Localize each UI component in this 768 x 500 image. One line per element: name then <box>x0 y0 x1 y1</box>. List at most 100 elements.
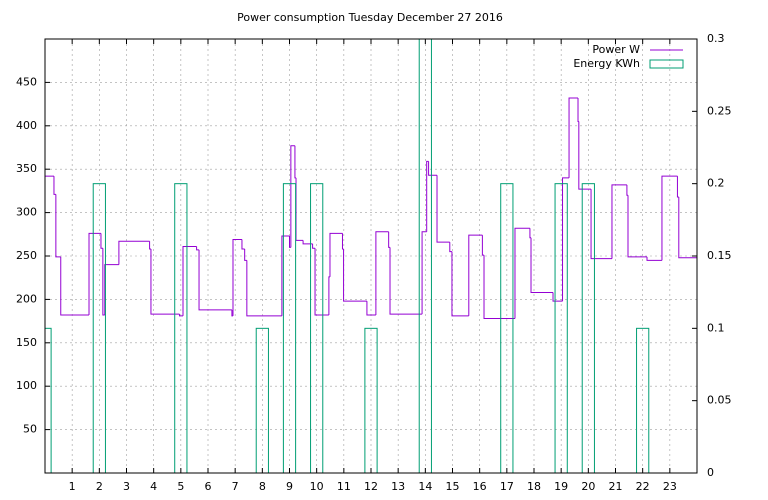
energy-box <box>174 183 188 473</box>
y-tick-label: 400 <box>16 119 37 132</box>
power-step <box>312 243 316 249</box>
power-step <box>104 264 119 316</box>
power-step <box>426 160 429 232</box>
energy-box <box>581 183 595 473</box>
power-step <box>294 145 297 179</box>
power-step <box>626 184 628 196</box>
grid <box>45 39 697 473</box>
x-tick-label: 8 <box>259 480 266 493</box>
y2-tick-label: 0.15 <box>707 249 732 262</box>
y-tick-label: 250 <box>16 249 37 262</box>
power-step <box>302 240 313 245</box>
power-step <box>55 194 61 258</box>
power-step <box>678 196 697 259</box>
x-tick-label: 20 <box>581 480 595 493</box>
power-step <box>118 240 150 265</box>
y-tick-label: 200 <box>16 292 37 305</box>
plot-area <box>45 39 697 473</box>
chart-title: Power consumption Tuesday December 27 20… <box>237 11 503 24</box>
power-step <box>611 184 627 259</box>
y2-tick-label: 0.05 <box>707 394 732 407</box>
power-step <box>388 231 391 248</box>
power-step <box>468 234 483 316</box>
power-step <box>481 235 485 256</box>
power-step <box>149 241 151 250</box>
power-step <box>241 239 245 250</box>
x-tick-label: 3 <box>123 480 130 493</box>
power-step <box>568 97 579 178</box>
power-step <box>198 249 232 311</box>
energy-box <box>636 327 650 473</box>
energy-box <box>500 183 514 473</box>
power-step <box>530 237 554 293</box>
power-step <box>449 242 452 253</box>
power-step <box>646 256 662 261</box>
power-step <box>244 249 247 261</box>
power-step <box>529 228 532 239</box>
x-tick-label: 19 <box>554 480 568 493</box>
power-step <box>314 248 329 316</box>
power-step <box>375 231 389 316</box>
x-tick-label: 4 <box>150 480 157 493</box>
x-tick-label: 2 <box>96 480 103 493</box>
power-step <box>428 161 438 176</box>
x-tick-label: 21 <box>609 480 623 493</box>
legend-swatch <box>649 59 684 69</box>
power-step <box>328 276 330 316</box>
power-step <box>436 175 450 243</box>
power-step <box>421 231 427 315</box>
energy-box <box>310 183 324 473</box>
power-step <box>182 245 197 316</box>
x-tick-label: 13 <box>391 480 405 493</box>
y2-tick-label: 0 <box>707 466 714 479</box>
power-step <box>552 292 563 302</box>
power-step <box>53 176 56 195</box>
y-tick-label: 450 <box>16 75 37 88</box>
power-step <box>514 227 530 319</box>
power-step <box>676 176 679 198</box>
power-step <box>178 314 184 317</box>
x-tick-label: 6 <box>205 480 212 493</box>
legend-label: Power W <box>592 43 640 56</box>
y-tick-label: 300 <box>16 206 37 219</box>
x-tick-label: 7 <box>232 480 239 493</box>
x-tick-label: 17 <box>500 480 514 493</box>
power-step <box>366 301 376 316</box>
power-step <box>627 195 648 258</box>
power-step <box>295 177 304 241</box>
x-tick-label: 5 <box>177 480 184 493</box>
x-tick-label: 11 <box>337 480 351 493</box>
x-tick-label: 14 <box>418 480 432 493</box>
power-step <box>341 233 344 250</box>
x-tick-label: 15 <box>446 480 460 493</box>
power-step <box>451 251 469 317</box>
x-tick-label: 1 <box>69 480 76 493</box>
y-tick-label: 100 <box>16 379 37 392</box>
x-tick-label: 9 <box>286 480 293 493</box>
x-tick-label: 23 <box>663 480 677 493</box>
x-tick-label: 16 <box>473 480 487 493</box>
y-tick-label: 150 <box>16 336 37 349</box>
power-step <box>246 260 282 317</box>
energy-box <box>282 183 297 473</box>
power-step <box>60 256 90 316</box>
power-step <box>661 175 678 261</box>
power-step <box>578 121 592 190</box>
power-step <box>102 248 105 316</box>
power-step <box>343 249 367 302</box>
energy-box <box>364 327 378 473</box>
x-tick-label: 10 <box>310 480 324 493</box>
power-step <box>232 239 242 316</box>
power-step <box>483 255 515 319</box>
power-step <box>100 233 103 249</box>
x-tick-label: 18 <box>527 480 541 493</box>
x-tick-label: 12 <box>364 480 378 493</box>
power-step <box>281 235 290 316</box>
y-tick-label: 50 <box>23 423 37 436</box>
x-tick-label: 22 <box>636 480 650 493</box>
power-step <box>88 232 101 316</box>
power-step <box>290 145 295 248</box>
power-step <box>562 177 570 302</box>
power-step <box>389 247 423 315</box>
